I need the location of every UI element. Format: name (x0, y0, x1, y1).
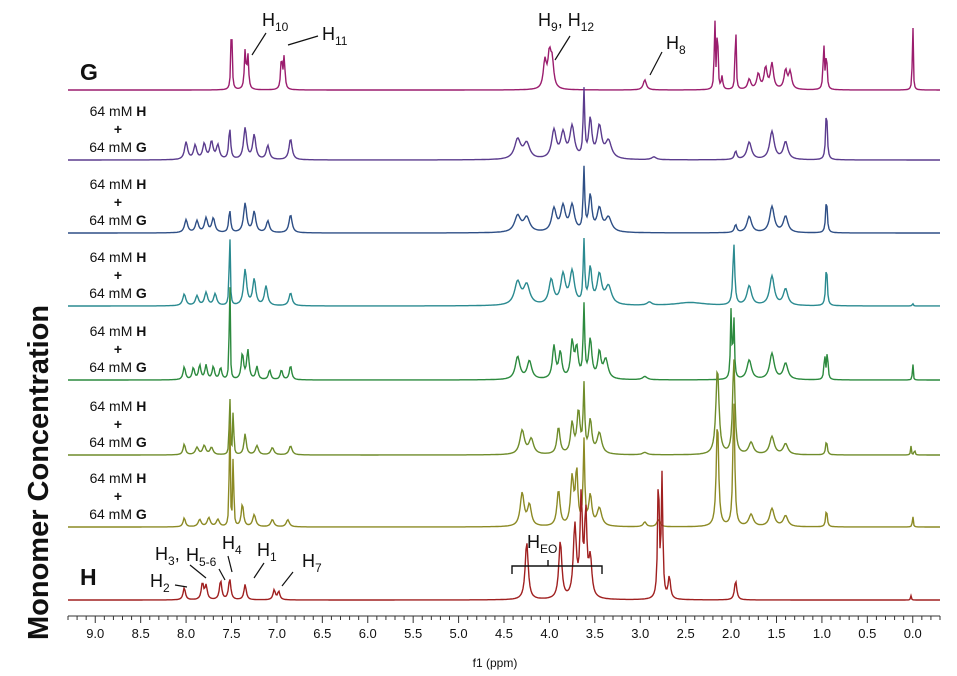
spectrum-line-5 (68, 359, 940, 456)
x-tick-label: 6.0 (359, 626, 377, 641)
label-heo: HEO (527, 532, 557, 556)
mixture-label-3: 64 mM H +64 mM G (89, 249, 147, 301)
x-axis: 9.0 8.5 8.0 7.5 7.0 6.5 6.0 5.5 5.0 4.5 4.0 3.5 3.0 2… (67, 615, 941, 641)
x-tick-label: 0.5 (858, 626, 876, 641)
mixture-labels: 64 mM H +64 mM G 64 mM H +64 mM G 64 mM H +64… (89, 103, 147, 522)
spectrum-line-1 (68, 87, 940, 161)
label-h11: H11 (322, 24, 348, 48)
label-h4: H4 (222, 533, 242, 557)
spectrum-line-6 (68, 403, 940, 528)
x-tick-label: 4.0 (540, 626, 558, 641)
mixture-line-h: 64 mM H (90, 470, 147, 486)
label-h8: H8 (666, 33, 686, 57)
mixture-line-g: 64 mM G (89, 359, 147, 375)
x-tick-label: 5.0 (450, 626, 468, 641)
mixture-line-h: 64 mM H (90, 249, 147, 265)
x-tick-label: 1.0 (813, 626, 831, 641)
g-peak-labels: H10 H11 H9, H12 H8 (251, 10, 686, 76)
x-tick-label: 8.5 (132, 626, 150, 641)
mixture-plus: + (114, 267, 122, 283)
x-tick-label: 9.0 (86, 626, 104, 641)
label-h9-h12: H9, H12 (538, 10, 594, 34)
series-label-g: G (80, 59, 98, 85)
x-tick-label: 3.5 (586, 626, 604, 641)
mixture-label-4: 64 mM H +64 mM G (89, 323, 147, 375)
mixture-line-h: 64 mM H (90, 323, 147, 339)
mixture-label-6: 64 mM H +64 mM G (89, 470, 147, 522)
x-tick-label: 0.0 (904, 626, 922, 641)
label-h1: H1 (257, 540, 277, 564)
h-peak-labels: H2 H3, H5-6 H4 H1 H7 HEO (150, 532, 603, 595)
mixture-plus: + (114, 488, 122, 504)
mixture-line-g: 64 mM G (89, 506, 147, 522)
heo-bracket (511, 560, 603, 574)
mixture-plus: + (114, 416, 122, 432)
x-tick-label: 4.5 (495, 626, 513, 641)
x-tick-label: 8.0 (177, 626, 195, 641)
spectrum-line-3 (68, 237, 940, 307)
mixture-plus: + (114, 121, 122, 137)
spectrum-line-2 (68, 165, 940, 234)
mixture-label-2: 64 mM H +64 mM G (89, 176, 147, 228)
mixture-plus: + (114, 341, 122, 357)
spectra-group (68, 20, 940, 601)
mixture-line-h: 64 mM H (90, 398, 147, 414)
x-tick-label: 2.5 (677, 626, 695, 641)
label-h10: H10 (262, 10, 289, 34)
x-axis-title: f1 (ppm) (473, 656, 518, 670)
mixture-line-g: 64 mM G (89, 212, 147, 228)
mixture-plus: + (114, 194, 122, 210)
mixture-line-g: 64 mM G (89, 139, 147, 155)
mixture-label-1: 64 mM H +64 mM G (89, 103, 147, 155)
y-axis-title: Monomer Concentration (23, 305, 55, 640)
x-tick-label: 2.0 (722, 626, 740, 641)
x-tick-label: 3.0 (631, 626, 649, 641)
label-h2: H2 (150, 571, 170, 595)
x-tick-label: 7.5 (222, 626, 240, 641)
x-tick-label: 5.5 (404, 626, 422, 641)
mixture-line-g: 64 mM G (89, 434, 147, 450)
label-h3: H3, (155, 544, 180, 568)
series-label-h: H (80, 564, 97, 590)
mixture-line-h: 64 mM H (90, 103, 147, 119)
mixture-line-h: 64 mM H (90, 176, 147, 192)
mixture-label-5: 64 mM H +64 mM G (89, 398, 147, 450)
spectrum-line-7 (68, 470, 940, 601)
x-tick-label: 1.5 (767, 626, 785, 641)
x-tick-label: 6.5 (313, 626, 331, 641)
label-h7: H7 (302, 551, 322, 575)
spectrum-line-0 (68, 20, 940, 91)
x-tick-label: 7.0 (268, 626, 286, 641)
spectrum-line-4 (68, 287, 940, 381)
mixture-line-g: 64 mM G (89, 285, 147, 301)
